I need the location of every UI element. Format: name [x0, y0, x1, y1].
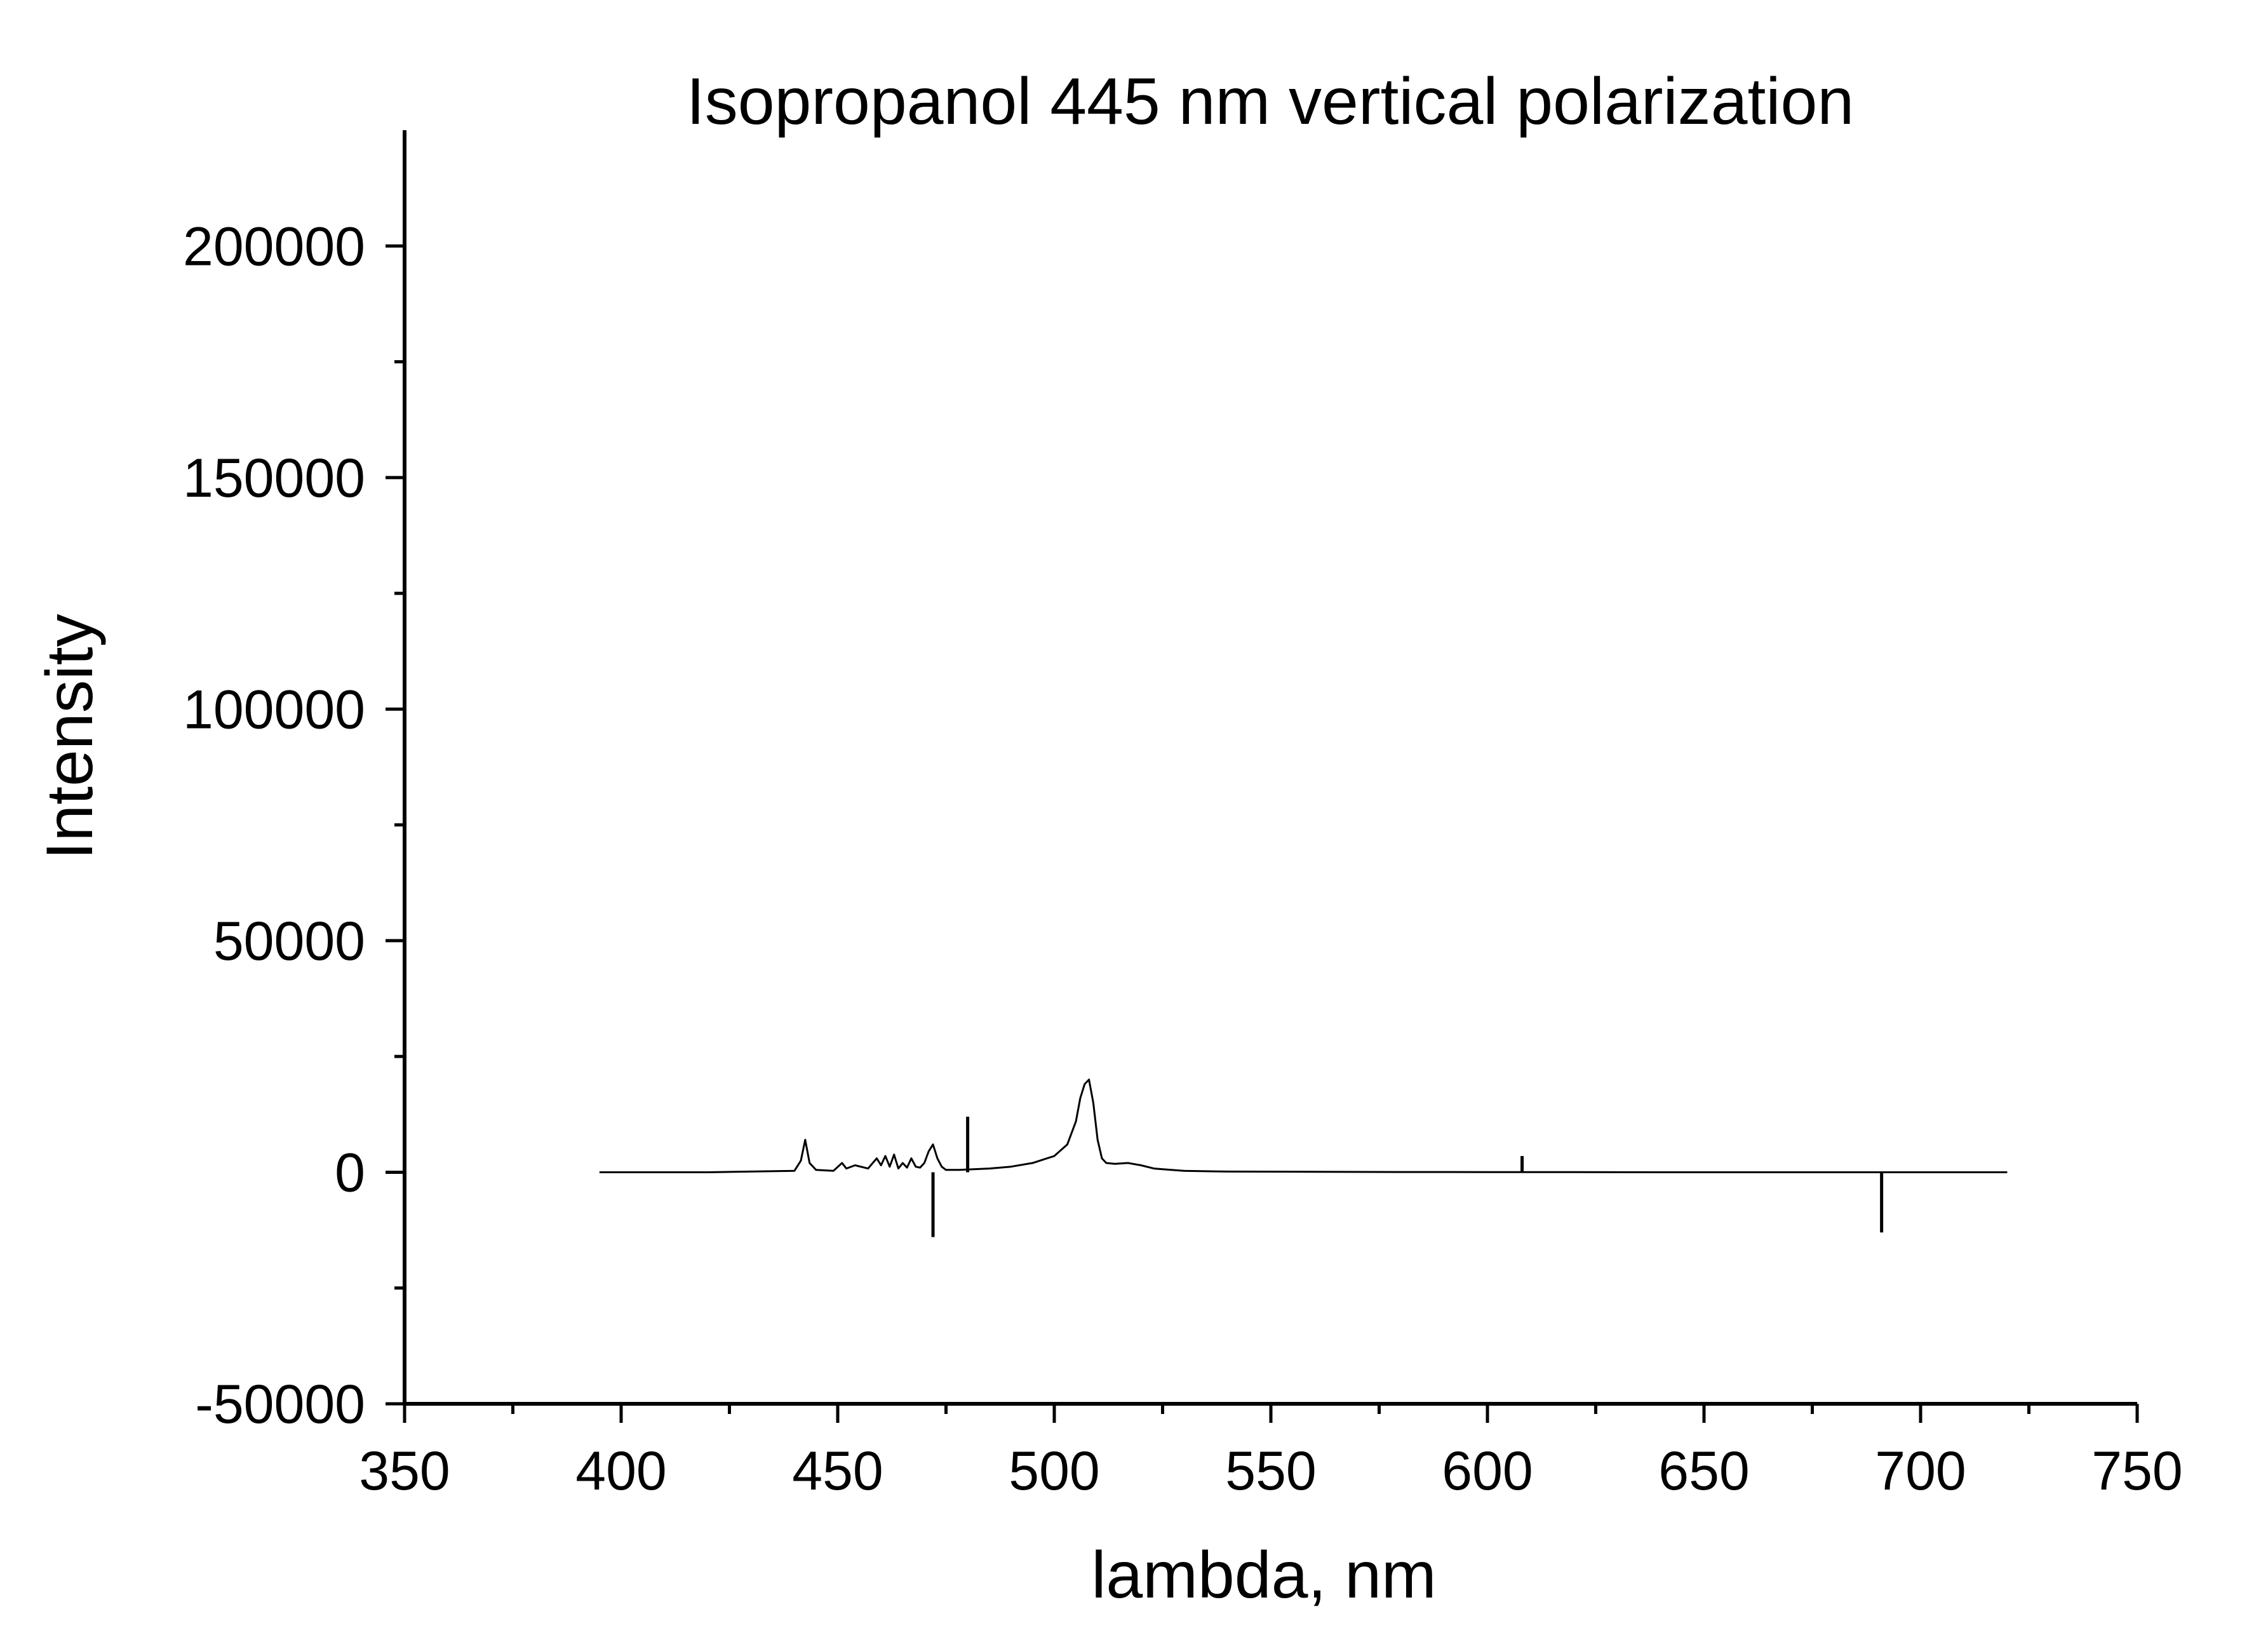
y-axis-label: Intensity	[33, 614, 107, 859]
y-tick-label: 100000	[183, 679, 365, 740]
y-tick-label: -50000	[195, 1374, 365, 1435]
chart-title: Isopropanol 445 nm vertical polarization	[687, 65, 1854, 138]
y-axis-ticks: -50000 0 50000 100000 150000 200000	[183, 216, 405, 1435]
axes	[403, 130, 2137, 1406]
x-tick-label: 550	[1225, 1441, 1317, 1502]
y-tick-label: 200000	[183, 216, 365, 277]
x-tick-label: 700	[1875, 1441, 1966, 1502]
y-tick-label: 150000	[183, 448, 365, 509]
x-tick-label: 750	[2091, 1441, 2183, 1502]
x-tick-label: 500	[1009, 1441, 1100, 1502]
x-tick-label: 350	[359, 1441, 450, 1502]
x-tick-label: 400	[575, 1441, 667, 1502]
x-tick-label: 600	[1442, 1441, 1533, 1502]
y-tick-label: 0	[335, 1142, 365, 1203]
x-axis-label: lambda, nm	[1091, 1538, 1436, 1612]
x-axis-ticks: 350 400 450 500 550 600 650 700 750	[359, 1404, 2183, 1502]
y-tick-label: 50000	[213, 911, 365, 972]
x-tick-label: 650	[1658, 1441, 1750, 1502]
plot-area	[599, 1079, 2008, 1237]
spectrum-line	[599, 1079, 2008, 1173]
x-tick-label: 450	[792, 1441, 883, 1502]
